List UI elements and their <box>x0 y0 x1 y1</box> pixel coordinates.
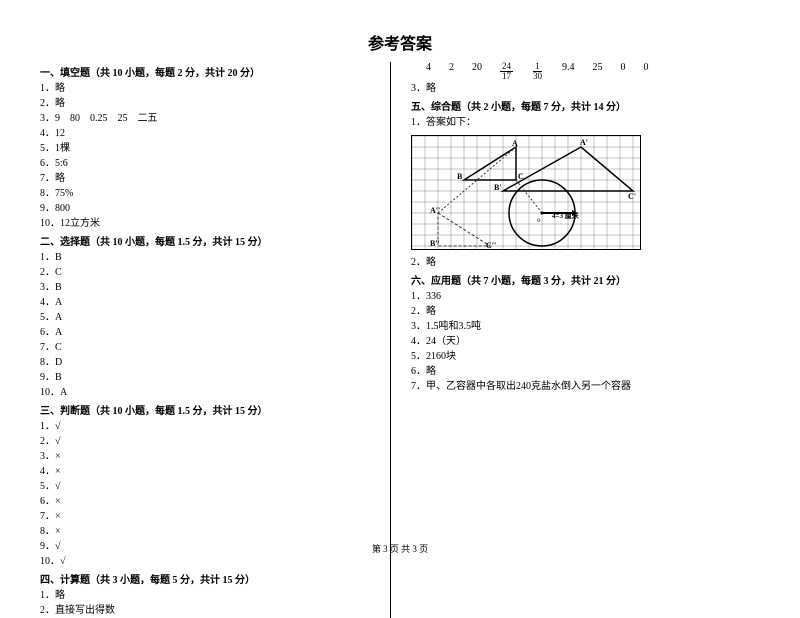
label-c: C <box>518 172 524 181</box>
frac-denominator: 17 <box>500 72 513 81</box>
s2-item: 8．D <box>40 355 370 370</box>
label-a: A <box>512 139 518 148</box>
s6-item: 3．1.5吨和3.5吨 <box>411 319 750 334</box>
s2-item: 4．A <box>40 295 370 310</box>
center-dot <box>541 212 544 215</box>
calc-fraction: 24 17 <box>500 62 513 81</box>
content-columns: 一、填空题（共 10 小题，每题 2 分，共计 20 分） 1．略 2．略 3．… <box>40 62 760 618</box>
s3-item: 8．× <box>40 524 370 539</box>
s1-item: 4．12 <box>40 126 370 141</box>
s3-item: 4．× <box>40 464 370 479</box>
s2-item: 5．A <box>40 310 370 325</box>
s6-item: 1．336 <box>411 289 750 304</box>
label-scale: 4=3 厘米 <box>552 211 580 220</box>
s4-item: 1．略 <box>40 588 370 603</box>
page-title: 参考答案 <box>40 30 760 54</box>
label-a1: A' <box>580 138 588 147</box>
right-column: 4 2 20 24 17 1 30 9.4 25 0 0 3．略 五、综合题（共… <box>390 62 750 618</box>
page-footer: 第 3 页 共 3 页 <box>0 542 800 555</box>
s1-item: 2．略 <box>40 96 370 111</box>
s6-item: 5．2160块 <box>411 349 750 364</box>
s3-item: 1．√ <box>40 419 370 434</box>
s1-item: 5．1棵 <box>40 141 370 156</box>
s2-item: 6．A <box>40 325 370 340</box>
s1-item: 10．12立方米 <box>40 216 370 231</box>
label-c1: C' <box>628 192 636 201</box>
s1-item: 3．9 80 0.25 25 二五 <box>40 111 370 126</box>
s4-item: 2．直接写出得数 <box>40 603 370 618</box>
s3-item: 6．× <box>40 494 370 509</box>
s1-item: 8．75% <box>40 186 370 201</box>
s3-item: 2．√ <box>40 434 370 449</box>
s1-item: 7．略 <box>40 171 370 186</box>
s6-item: 6．略 <box>411 364 750 379</box>
geometry-diagram: A B C A' B' C' A'' B'' C'' o 4=3 厘米 <box>411 135 641 250</box>
s2-item: 10．A <box>40 385 370 400</box>
s5-item2: 2．略 <box>411 255 750 270</box>
s3-item: 7．× <box>40 509 370 524</box>
section2-header: 二、选择题（共 10 小题，每题 1.5 分，共计 15 分） <box>40 233 370 248</box>
calc-fraction: 1 30 <box>531 62 544 81</box>
calc-answer-row: 4 2 20 24 17 1 30 9.4 25 0 0 <box>411 62 750 81</box>
s5-intro: 1．答案如下： <box>411 115 750 130</box>
s1-item: 6．5:6 <box>40 156 370 171</box>
s6-item: 7．甲、乙容器中各取出240克盐水倒入另一个容器 <box>411 379 750 394</box>
s3-item: 10．√ <box>40 554 370 569</box>
label-b2: B'' <box>430 239 440 248</box>
s2-item: 2．C <box>40 265 370 280</box>
left-column: 一、填空题（共 10 小题，每题 2 分，共计 20 分） 1．略 2．略 3．… <box>40 62 390 618</box>
label-b1: B' <box>494 183 502 192</box>
label-c2: C'' <box>486 241 496 249</box>
s2-item: 1．B <box>40 250 370 265</box>
frac-denominator: 30 <box>531 72 544 81</box>
s3-item: 5．√ <box>40 479 370 494</box>
s1-item: 9．800 <box>40 201 370 216</box>
s6-item: 2．略 <box>411 304 750 319</box>
calc-value: 9.4 <box>562 62 575 81</box>
label-origin: o <box>537 216 541 224</box>
calc-value: 0 <box>644 62 649 81</box>
label-b: B <box>457 172 463 181</box>
s3-item: 3．× <box>40 449 370 464</box>
calc-value: 4 <box>426 62 431 81</box>
section1-header: 一、填空题（共 10 小题，每题 2 分，共计 20 分） <box>40 64 370 79</box>
section5-header: 五、综合题（共 2 小题，每题 7 分，共计 14 分） <box>411 98 750 113</box>
section3-header: 三、判断题（共 10 小题，每题 1.5 分，共计 15 分） <box>40 402 370 417</box>
s6-item: 4．24（天） <box>411 334 750 349</box>
calc-value: 0 <box>621 62 626 81</box>
s2-item: 3．B <box>40 280 370 295</box>
diagram-svg: A B C A' B' C' A'' B'' C'' o 4=3 厘米 <box>412 136 640 249</box>
calc-value: 20 <box>472 62 482 81</box>
calc-value: 2 <box>449 62 454 81</box>
s1-item: 1．略 <box>40 81 370 96</box>
label-a2: A'' <box>430 206 440 215</box>
s2-item: 9．B <box>40 370 370 385</box>
section6-header: 六、应用题（共 7 小题，每题 3 分，共计 21 分） <box>411 272 750 287</box>
s4-item3: 3．略 <box>411 81 750 96</box>
calc-value: 25 <box>593 62 603 81</box>
s2-item: 7．C <box>40 340 370 355</box>
section4-header: 四、计算题（共 3 小题，每题 5 分，共计 15 分） <box>40 571 370 586</box>
